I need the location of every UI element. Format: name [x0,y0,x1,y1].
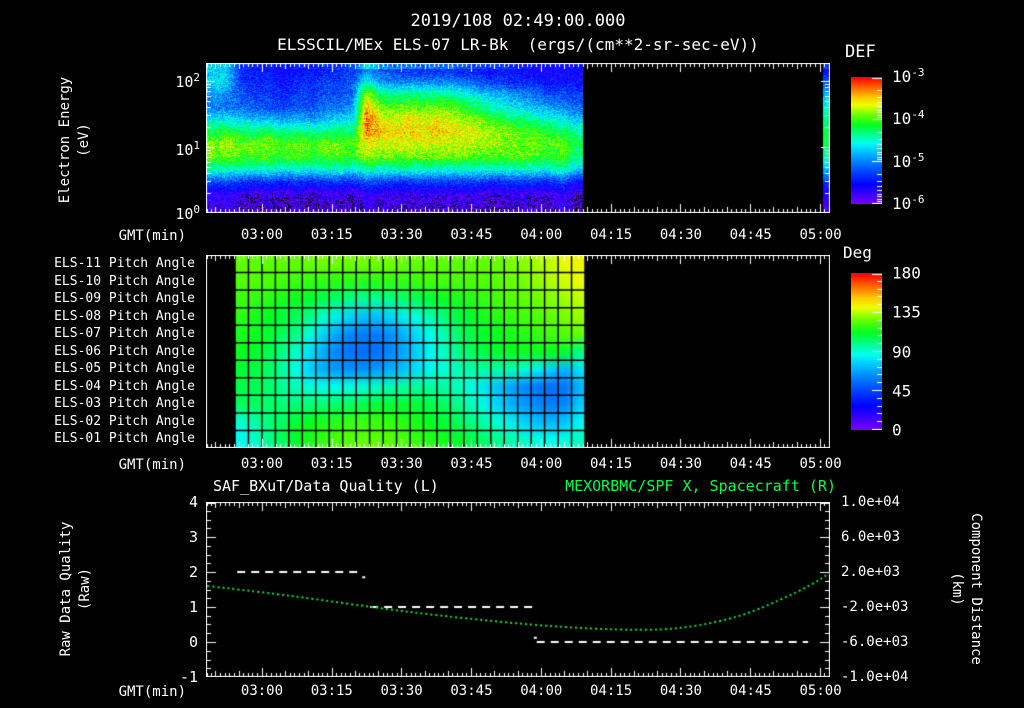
bottom-title-left: SAF_BXuT/Data Quality (L) [213,477,439,495]
quality-distance-line-canvas [206,502,830,677]
page-title: 2019/108 02:49:00.000 [410,11,626,31]
exponent: 0 [193,203,200,216]
x-tick-label: 04:45 [729,227,772,243]
x-tick-label: 04:00 [520,227,563,243]
deg-colorbar [851,273,882,430]
exponent: -5 [911,150,925,164]
x-tick-label: 03:30 [380,456,423,472]
x-tick-label: 04:15 [590,227,633,243]
colorbar-tick-label: 10-5 [892,150,925,171]
x-tick-label: 03:30 [380,227,423,243]
x-tick-label: 04:15 [590,683,633,699]
colorbar-tick-label: 135 [892,302,921,322]
pitch-row-label: ELS-08 Pitch Angle [54,308,195,324]
x-tick-label: 04:00 [520,456,563,472]
exponent: -6 [911,192,925,206]
x-tick-label: 04:30 [659,683,702,699]
page-subtitle: ELSSCIL/MEx ELS-07 LR-Bk (ergs/(cm**2-sr… [277,35,759,54]
pitch-row-label: ELS-10 Pitch Angle [54,273,195,289]
y-tick-label: 2.0e+03 [841,564,901,580]
x-tick-label: 05:00 [799,456,842,472]
gmt-label-top: GMT(min) [118,228,186,244]
y-tick-label: 102 [175,71,200,91]
x-tick-label: 04:15 [590,456,633,472]
colorbar-tick-label: 90 [892,342,912,361]
exponent: -3 [911,65,925,79]
colorbar-tick-label: 45 [892,381,912,401]
y-tick-label: 0 [188,633,198,651]
x-tick-label: 05:00 [799,227,842,243]
pitch-row-label: ELS-11 Pitch Angle [54,256,195,271]
def-colorbar [851,77,882,204]
gmt-label-middle: GMT(min) [118,457,186,473]
y-tick-label: 4 [188,493,198,511]
exponent: 1 [193,138,200,152]
y-tick-label: -6.0e+03 [841,634,909,650]
x-tick-label: 04:00 [520,683,563,699]
x-tick-label: 03:15 [310,227,353,243]
y-tick-label: -1 [179,668,198,686]
y-tick-label: 3 [188,528,198,546]
y-tick-label: 2 [188,563,198,581]
x-tick-label: 04:30 [659,227,702,243]
y-tick-label: 1 [188,598,198,616]
x-tick-label: 03:45 [450,683,493,699]
x-tick-label: 03:30 [380,683,423,699]
y-tick-label: 100 [175,203,200,223]
exponent: 2 [193,71,200,84]
x-tick-label: 04:45 [729,456,772,472]
colorbar-tick-label: 10-6 [892,192,925,214]
bottom-title-right: MEXORBMC/SPF X, Spacecraft (R) [565,477,836,495]
x-tick-label: 04:45 [729,683,772,699]
deg-colorbar-label: Deg [843,243,872,262]
exponent: -4 [911,108,925,122]
def-colorbar-label: DEF [845,42,876,62]
colorbar-tick-label: 10-3 [892,65,925,87]
pitch-angle-heatmap-canvas [206,255,830,448]
pitch-row-label: ELS-03 Pitch Angle [54,396,195,412]
x-tick-label: 03:15 [310,456,353,472]
pitch-row-label: ELS-05 Pitch Angle [54,361,195,377]
y-tick-label: 101 [175,138,200,159]
electron-energy-spectrogram-canvas [206,63,830,213]
x-tick-label: 03:45 [450,227,493,243]
x-tick-label: 03:00 [240,227,284,243]
x-tick-label: 03:00 [240,456,284,472]
x-tick-label: 03:45 [450,456,493,472]
pitch-row-label: ELS-04 Pitch Angle [54,378,195,394]
y-tick-label: -1.0e+04 [841,669,909,685]
gmt-label-bottom: GMT(min) [118,684,186,700]
x-tick-label: 04:30 [659,456,702,472]
colorbar-tick-label: 180 [892,263,921,283]
y-tick-label: 6.0e+03 [841,529,901,545]
pitch-row-label: ELS-02 Pitch Angle [54,413,195,429]
colorbar-tick-label: 10-4 [892,108,925,129]
pitch-row-label: ELS-09 Pitch Angle [54,291,195,307]
pitch-row-label: ELS-06 Pitch Angle [54,343,195,359]
colorbar-tick-label: 0 [892,420,902,440]
y-tick-label: -2.0e+03 [841,599,909,615]
x-tick-label: 03:00 [240,683,284,699]
pitch-row-label: ELS-07 Pitch Angle [54,326,195,342]
x-tick-label: 05:00 [799,683,842,699]
x-tick-label: 03:15 [310,683,353,699]
y-tick-label: 1.0e+04 [841,494,901,510]
pitch-row-label: ELS-01 Pitch Angle [54,431,195,447]
